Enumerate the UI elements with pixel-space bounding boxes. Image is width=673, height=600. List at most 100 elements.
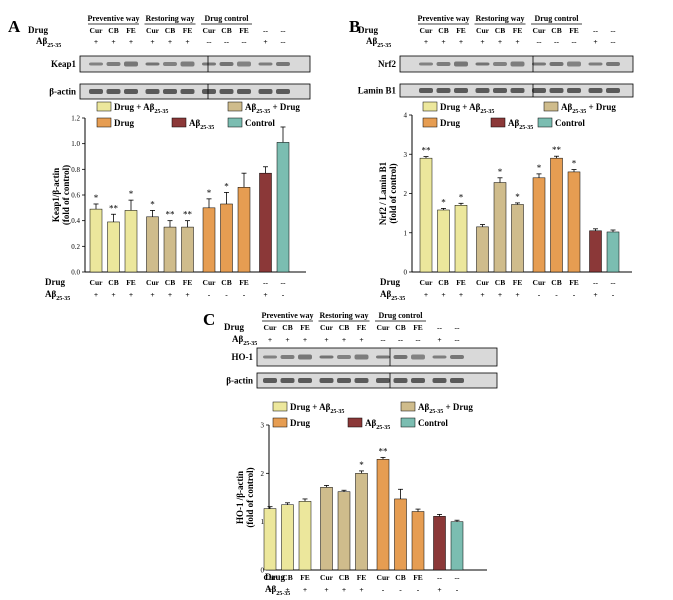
blot-band bbox=[263, 378, 277, 383]
lane-label: -- bbox=[611, 26, 616, 35]
drug-row-label: Drug bbox=[358, 25, 378, 35]
ab-flag: -- bbox=[537, 37, 542, 46]
blot-band bbox=[450, 355, 464, 359]
ab-flag: + bbox=[150, 37, 154, 46]
y-tick-label: 1 bbox=[404, 229, 408, 237]
blot-band bbox=[258, 62, 273, 66]
bar bbox=[263, 508, 277, 571]
bar bbox=[589, 230, 602, 273]
blot-band bbox=[393, 355, 408, 359]
legend-swatch bbox=[272, 401, 288, 412]
x-drug-label: FE bbox=[456, 278, 466, 287]
ab-flag: + bbox=[459, 37, 463, 46]
legend-label: Drug + Aβ25-35 bbox=[440, 102, 494, 115]
x-ab-label: - bbox=[538, 290, 541, 299]
x-ab-label: + bbox=[498, 290, 502, 299]
group-header: Preventive way bbox=[87, 14, 139, 23]
y-tick-label: 1 bbox=[261, 518, 265, 526]
x-ab-label: - bbox=[382, 585, 385, 594]
lane-label: CB bbox=[339, 323, 349, 332]
lane-label: CB bbox=[108, 26, 118, 35]
significance-mark: ** bbox=[422, 146, 432, 156]
blot-band bbox=[145, 89, 160, 94]
legend-swatch bbox=[272, 417, 288, 428]
x-drug-label: CB bbox=[395, 573, 405, 582]
blot-band bbox=[124, 89, 138, 94]
ab-flag: -- bbox=[554, 37, 559, 46]
x-ab-label: + bbox=[441, 290, 445, 299]
blot-band bbox=[337, 355, 351, 359]
ab-flag: + bbox=[268, 335, 272, 344]
blot-band bbox=[202, 89, 216, 94]
group-header: Restoring way bbox=[475, 14, 524, 23]
blot-band bbox=[180, 89, 195, 94]
bar bbox=[220, 203, 233, 273]
y-tick-label: 0.2 bbox=[71, 243, 80, 251]
bar bbox=[376, 459, 390, 571]
significance-mark: * bbox=[150, 199, 155, 209]
legend-label: Aβ25-35 bbox=[189, 118, 214, 131]
x-drug-label: Cur bbox=[476, 278, 490, 287]
blot-label: β-actin bbox=[49, 87, 76, 97]
lane-label: FE bbox=[569, 26, 579, 35]
blot-band bbox=[532, 62, 546, 66]
blot-band bbox=[354, 354, 369, 360]
group-header: Drug control bbox=[534, 14, 579, 23]
x-drug-label: Cur bbox=[420, 278, 434, 287]
bar bbox=[107, 221, 120, 273]
group-header: Restoring way bbox=[319, 311, 368, 320]
x-ab-row-label: Aβ25-35 bbox=[380, 289, 405, 302]
x-ab-label: + bbox=[94, 290, 98, 299]
x-ab-label: + bbox=[268, 585, 272, 594]
x-ab-label: - bbox=[399, 585, 402, 594]
x-drug-label: CB bbox=[165, 278, 175, 287]
significance-mark: ** bbox=[183, 210, 193, 220]
x-ab-label: + bbox=[168, 290, 172, 299]
x-ab-label: + bbox=[424, 290, 428, 299]
ab-flag: -- bbox=[381, 335, 386, 344]
x-drug-label: -- bbox=[281, 278, 286, 287]
bar bbox=[298, 501, 312, 571]
x-drug-label: CB bbox=[108, 278, 118, 287]
legend-swatch bbox=[422, 117, 438, 128]
blot-label: Nrf2 bbox=[378, 59, 396, 69]
x-drug-label: FE bbox=[513, 278, 523, 287]
blot-strip bbox=[79, 83, 311, 100]
blot-band bbox=[319, 378, 334, 383]
y-tick-label: 0.6 bbox=[71, 192, 80, 200]
panel-c: C Preventive way Restoring way Drug control… bbox=[203, 310, 498, 597]
x-ab-label: + bbox=[480, 290, 484, 299]
ab-row-label: Aβ25-35 bbox=[36, 36, 61, 49]
blot-band bbox=[354, 378, 369, 383]
y-tick-label: 4 bbox=[404, 112, 408, 120]
blot-band bbox=[106, 62, 121, 66]
y-tick-label: 3 bbox=[261, 422, 265, 430]
bar bbox=[550, 157, 563, 273]
legend-swatch bbox=[422, 101, 438, 112]
blot-band bbox=[510, 88, 525, 93]
lane-label: Cur bbox=[377, 323, 391, 332]
lane-label: CB bbox=[165, 26, 175, 35]
legend-label: Control bbox=[555, 118, 585, 128]
lane-label: FE bbox=[183, 26, 193, 35]
lane-label: FE bbox=[300, 323, 310, 332]
blot-band bbox=[454, 88, 468, 93]
ab-flag: + bbox=[168, 37, 172, 46]
blot-band bbox=[567, 61, 581, 67]
legend-label: Drug bbox=[114, 118, 134, 128]
significance-mark: ** bbox=[166, 210, 176, 220]
x-drug-label: FE bbox=[239, 278, 249, 287]
bar bbox=[450, 521, 464, 571]
blot-band bbox=[510, 61, 525, 67]
y-tick-label: 2 bbox=[261, 470, 265, 478]
lane-label: FE bbox=[357, 323, 367, 332]
blot-band bbox=[432, 355, 447, 359]
legend-label: Drug + Aβ25-35 bbox=[290, 402, 344, 415]
legend-label: Control bbox=[418, 418, 448, 428]
lane-label: -- bbox=[455, 323, 460, 332]
blot-band bbox=[263, 355, 277, 359]
x-drug-label: FE bbox=[300, 573, 310, 582]
x-ab-label: + bbox=[129, 290, 133, 299]
ab-row-label: Aβ25-35 bbox=[366, 36, 391, 49]
